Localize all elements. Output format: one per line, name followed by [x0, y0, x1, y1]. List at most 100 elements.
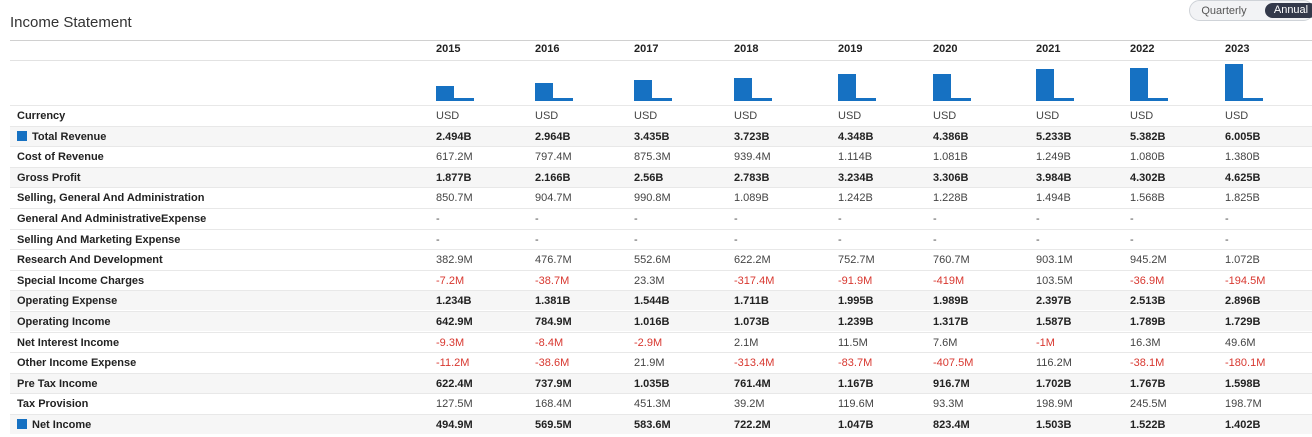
table-cell: 2.494B: [436, 130, 472, 143]
table-cell: 23.3M: [634, 274, 665, 287]
row-label: Pre Tax Income: [17, 377, 98, 390]
spark-base: [1225, 98, 1263, 101]
annual-button[interactable]: Annual: [1265, 3, 1312, 18]
year-2023: 2023: [1225, 43, 1250, 55]
table-cell: 583.6M: [634, 419, 671, 431]
table-cell: 617.2M: [436, 151, 473, 164]
spark-bar: [535, 83, 553, 101]
table-cell: USD: [1036, 110, 1060, 122]
header-divider: [10, 40, 1312, 41]
row-label: Other Income Expense: [17, 357, 137, 370]
row-label: Research And Development: [17, 254, 163, 267]
table-cell: -91.9M: [838, 274, 873, 287]
series-square-icon[interactable]: [17, 419, 27, 429]
row-label: Special Income Charges: [17, 274, 145, 287]
table-cell: 119.6M: [838, 398, 874, 411]
row-label: Selling, General And Administration: [17, 192, 205, 205]
table-row: Research And Development 382.9M 476.7M 552.…: [10, 249, 1312, 269]
table-cell: 622.2M: [734, 254, 771, 267]
table-cell: USD: [838, 110, 862, 122]
row-label: Selling And Marketing Expense: [17, 233, 181, 246]
year-divider: [10, 60, 1312, 61]
table-cell: 2.964B: [535, 130, 571, 143]
table-cell: 2.1M: [734, 336, 759, 349]
revenue-spark-2020: [933, 62, 971, 101]
table-cell: 1.239B: [838, 316, 874, 328]
table-cell: 1.767B: [1130, 377, 1166, 390]
table-cell: 850.7M: [436, 192, 473, 205]
revenue-spark-2017: [634, 62, 672, 101]
table-cell: 1.568B: [1130, 192, 1165, 205]
spark-bar: [1036, 69, 1054, 101]
table-cell: 1.522B: [1130, 419, 1166, 431]
spark-bar: [1130, 68, 1148, 101]
table-cell: 49.6M: [1225, 336, 1256, 349]
table-row: Pre Tax Income 622.4M 737.9M 1.035B 761.4M 1.…: [10, 372, 1312, 393]
table-row: General And AdministrativeExpense - - - - - - -…: [10, 208, 1312, 228]
revenue-spark-2021: [1036, 62, 1074, 101]
table-cell: 1.242B: [838, 192, 873, 205]
table-cell: -: [1225, 213, 1229, 225]
table-cell: -407.5M: [933, 357, 974, 370]
table-row: Special Income Charges -7.2M -38.7M 23.3M -3…: [10, 269, 1312, 290]
year-2022: 2022: [1130, 43, 1155, 55]
table-cell: 1.702B: [1036, 377, 1072, 390]
table-cell: 93.3M: [933, 398, 964, 411]
table-cell: USD: [436, 110, 460, 122]
table-cell: 4.302B: [1130, 171, 1166, 184]
spark-bar: [838, 74, 856, 101]
table-cell: -180.1M: [1225, 357, 1266, 370]
table-cell: 2.513B: [1130, 295, 1166, 308]
series-square-icon[interactable]: [17, 130, 27, 141]
table-row: Cost of Revenue 617.2M 797.4M 875.3M 939.4M 1…: [10, 146, 1312, 166]
table-cell: -: [1130, 233, 1134, 246]
table-cell: 1.035B: [634, 377, 670, 390]
table-cell: -38.6M: [535, 357, 570, 370]
table-row: Gross Profit 1.877B 2.166B 2.56B 2.783B 3.234…: [10, 166, 1312, 187]
table-cell: 2.896B: [1225, 295, 1261, 308]
year-2020: 2020: [933, 43, 958, 55]
table-cell: 11.5M: [838, 336, 868, 349]
table-cell: 1.995B: [838, 295, 874, 308]
table-cell: 1.877B: [436, 171, 472, 184]
spark-base: [634, 98, 672, 101]
table-cell: 823.4M: [933, 419, 970, 431]
year-2015: 2015: [436, 43, 461, 55]
table-cell: -419M: [933, 274, 965, 287]
period-toggle[interactable]: Quarterly Annual: [1189, 0, 1312, 21]
table-cell: -83.7M: [838, 357, 873, 370]
revenue-spark-2019: [838, 62, 876, 101]
spark-bar: [634, 80, 652, 101]
table-cell: 3.234B: [838, 171, 874, 184]
table-cell: 3.723B: [734, 130, 770, 143]
table-cell: 1.711B: [734, 295, 769, 308]
table-cell: -: [535, 233, 539, 246]
table-cell: -8.4M: [535, 336, 564, 349]
spark-base: [838, 98, 876, 101]
table-cell: 1.494B: [1036, 192, 1071, 205]
table-cell: 451.3M: [634, 398, 671, 411]
table-cell: 5.382B: [1130, 130, 1166, 143]
table-cell: 797.4M: [535, 151, 572, 164]
table-cell: 752.7M: [838, 254, 875, 267]
table-row: Operating Income 642.9M 784.9M 1.016B 1.073B…: [10, 311, 1312, 331]
table-cell: -: [933, 213, 937, 225]
quarterly-button[interactable]: Quarterly: [1201, 5, 1247, 17]
table-cell: -38.1M: [1130, 357, 1165, 370]
table-cell: 939.4M: [734, 151, 771, 164]
table-cell: 7.6M: [933, 336, 958, 349]
table-cell: USD: [734, 110, 758, 122]
table-cell: -36.9M: [1130, 274, 1165, 287]
table-cell: 1.503B: [1036, 419, 1072, 431]
table-cell: 1.317B: [933, 316, 969, 328]
table-cell: 494.9M: [436, 419, 473, 431]
table-cell: -: [838, 213, 842, 225]
table-cell: 1.789B: [1130, 316, 1166, 328]
table-cell: 1.729B: [1225, 316, 1261, 328]
table-row: Currency USD USD USD USD USD USD USD USD USD: [10, 105, 1312, 125]
table-cell: 198.7M: [1225, 398, 1262, 411]
table-cell: 382.9M: [436, 254, 473, 267]
year-2021: 2021: [1036, 43, 1061, 55]
table-cell: -: [436, 213, 440, 225]
table-cell: -: [1036, 233, 1040, 246]
